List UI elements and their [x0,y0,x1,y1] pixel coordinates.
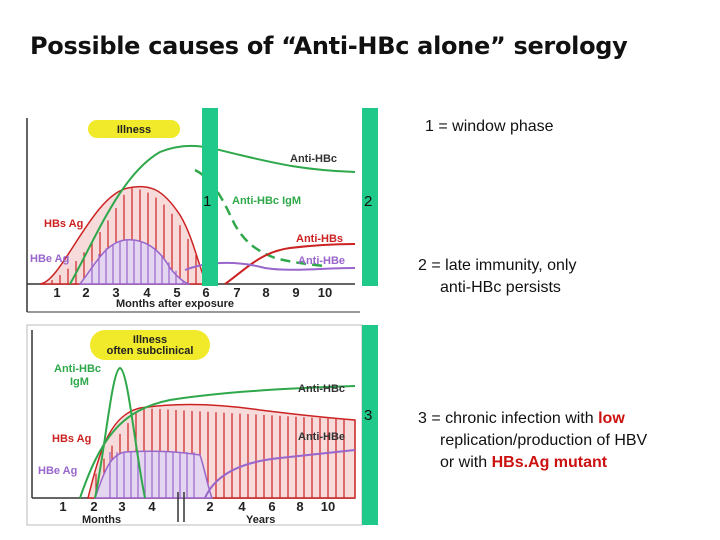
annotation-chronic-mutant: HBs.Ag mutant [491,454,608,471]
top-x-axis-label: Months after exposure [116,298,234,310]
label-anti-hbc-igm-1: Anti-HBc [54,363,101,375]
label-anti-hbc: Anti-HBc [290,153,337,165]
illness-subclinical-badge [90,330,210,360]
slide-title: Possible causes of “Anti-HBc alone” sero… [30,32,628,60]
bottom-x-tick-month: 4 [148,499,156,514]
hbe-ag-hatch [91,240,184,284]
anti-hbc-curve [69,144,356,285]
annotation-chronic-pre: 3 = chronic infection with [418,410,599,427]
marker-label-3: 3 [364,407,372,424]
x-label-years: Years [246,514,275,526]
bottom-x-tick-year: 4 [238,499,246,514]
illness-badge-label: Illness [117,124,151,136]
bottom-x-tick-year: 6 [268,499,275,514]
bottom-x-tick-year: 8 [296,499,303,514]
illness-badge [88,120,180,138]
marker-bar-window-phase [202,108,218,286]
bottom-chart: Illness often subclinical Anti-HBc IgM A… [26,324,363,526]
top-x-tick-label: 7 [233,285,240,300]
label-hbe-ag-chronic: HBe Ag [38,465,77,477]
bottom-x-tick-year: 10 [321,499,335,514]
marker-bar-late-immunity [362,108,378,286]
label-anti-hbc-chronic: Anti-HBc [298,383,345,395]
label-anti-hbc-igm-2: IgM [70,376,89,388]
label-hbs-ag-chronic: HBs Ag [52,433,91,445]
top-x-tick-label: 5 [173,285,180,300]
annotation-chronic-line2: replication/production of HBV [440,432,648,449]
label-hbs-ag: HBs Ag [44,218,83,230]
label-anti-hbs: Anti-HBs [296,233,343,245]
annotation-chronic-line3: or with HBs.Ag mutant [418,452,647,474]
bottom-x-tick-month: 3 [118,499,125,514]
top-x-tick-label: 9 [292,285,299,300]
top-x-tick-label: 10 [318,285,332,300]
annotation-late-immunity: 2 = late immunity, only anti-HBc persist… [418,255,576,299]
marker-bar-chronic [362,325,378,525]
anti-hbs-curve [224,243,356,285]
annotation-late-immunity-line1: 2 = late immunity, only [418,257,577,274]
bottom-x-ticks: 1 2 3 4 2 4 6 8 10 [59,499,335,514]
anti-hbe-chronic-curve [204,449,356,499]
annotation-chronic-line3-pre: or with [440,454,492,471]
marker-label-1: 1 [203,193,211,210]
top-x-ticks: 1 2 3 4 5 6 7 8 9 10 [53,285,332,300]
x-label-months: Months [82,514,121,526]
hbe-ag-chronic-hatch [109,452,195,498]
bottom-x-tick-year: 2 [206,499,213,514]
annotation-window-phase: 1 = window phase [425,118,554,135]
top-x-tick-label: 2 [82,285,89,300]
anti-hbc-igm-spike [94,366,146,499]
anti-hbc-chronic-curve [79,385,356,499]
label-hbe-ag: HBe Ag [30,253,69,265]
annotation-late-immunity-line2: anti-HBc persists [440,279,561,296]
label-anti-hbe-chronic: Anti-HBe [298,431,345,443]
label-anti-hbc-igm: Anti-HBc IgM [232,195,301,207]
marker-label-2: 2 [364,193,372,210]
badge-line1: Illness [133,334,167,346]
bottom-x-tick-month: 1 [59,499,66,514]
top-x-tick-label: 8 [262,285,269,300]
top-x-tick-label: 6 [202,285,209,300]
top-x-tick-label: 3 [112,285,119,300]
anti-hbc-igm-curve [194,168,326,268]
label-anti-hbe: Anti-HBe [298,255,345,267]
annotation-chronic-low: low [598,410,625,427]
top-x-tick-label: 1 [53,285,60,300]
badge-line2: often subclinical [107,345,194,357]
bottom-x-tick-month: 2 [90,499,97,514]
top-chart: Illness Anti-HBc Anti-HBc IgM HBs Ag HBe… [26,118,360,313]
annotation-chronic: 3 = chronic infection with low replicati… [418,408,647,474]
top-x-tick-label: 4 [143,285,151,300]
